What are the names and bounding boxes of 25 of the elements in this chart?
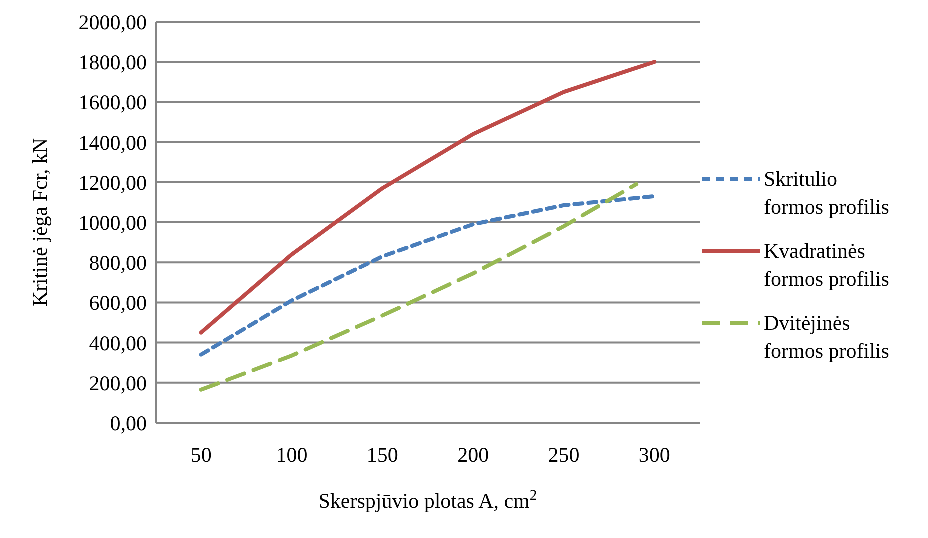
line-series xyxy=(199,60,657,335)
legend-label: Skritulio formos profilis xyxy=(764,166,890,221)
y-tick-label: 800,00 xyxy=(89,251,147,276)
line-series xyxy=(199,182,639,392)
x-tick-label: 200 xyxy=(458,442,490,467)
y-tick-label: 1800,00 xyxy=(78,50,147,75)
legend-label: Kvadratinės formos profilis xyxy=(764,238,890,293)
legend-label: Dvitėjinės formos profilis xyxy=(764,310,890,365)
y-tick-label: 1000,00 xyxy=(78,210,147,235)
x-tick-label: 250 xyxy=(548,442,580,467)
x-tick-label: 100 xyxy=(276,442,308,467)
y-axis-title: Kritinė jėga Fcr, kN xyxy=(28,138,52,307)
y-tick-label: 1400,00 xyxy=(78,130,147,155)
x-tick-label: 300 xyxy=(638,442,670,467)
x-tick-label: 150 xyxy=(366,442,398,467)
y-tick-label: 1200,00 xyxy=(78,170,147,195)
y-tick-label: 0,00 xyxy=(110,411,147,436)
x-axis-title: Skerspjūvio plotas A, cm$^{2}$ xyxy=(318,488,538,513)
line-series xyxy=(199,194,657,357)
y-tick-label: 2000,00 xyxy=(78,10,147,34)
y-tick-label: 1600,00 xyxy=(78,90,147,115)
x-tick-label: 50 xyxy=(190,442,212,467)
y-tick-label: 400,00 xyxy=(89,331,147,356)
y-tick-label: 200,00 xyxy=(89,371,147,396)
y-tick-label: 600,00 xyxy=(89,291,147,316)
